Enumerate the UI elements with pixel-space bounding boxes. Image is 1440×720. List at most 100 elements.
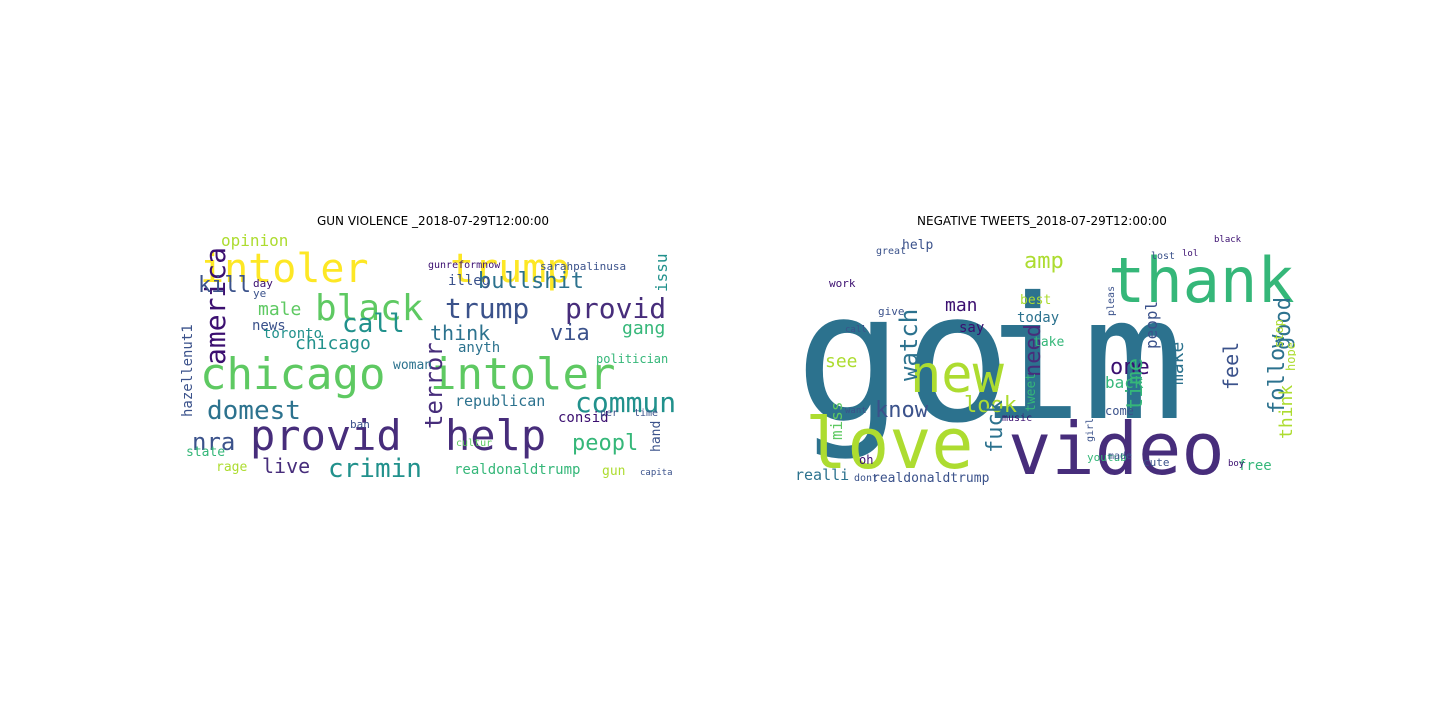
word-black: black [1214,235,1242,245]
word-crimin: crimin [328,454,422,484]
word-chicago: chicago [200,349,385,400]
word-day: day [253,277,273,290]
word-illeg: illeg [448,273,490,289]
word-pleas: pleas [1106,286,1117,316]
word-new: new [910,345,1005,405]
word-cultur: cultur [456,438,492,449]
word-commun: commun [575,386,676,419]
word-news: news [252,318,286,334]
word-male: male [258,299,301,320]
word-ye: ye [253,287,266,300]
word-intoler: intoler [430,349,615,400]
word-stop: stop [1272,319,1286,348]
word-lost: lost [1151,251,1175,262]
word-think: think [430,321,490,345]
word-look: look [964,393,1017,418]
word-peopl: peopl [1142,301,1161,349]
word-woman: woman [393,358,432,373]
word-sarahpalinusa: sarahpalinusa [540,260,626,273]
word-per: per [600,408,618,419]
word-time: time [634,408,658,419]
word-take: take [1033,335,1064,350]
word-boy: boy [1228,459,1245,469]
word-good: good [1271,297,1296,350]
word-girl: girl [1085,418,1096,442]
word-consid: consid [558,410,609,426]
word-back: back [1105,373,1144,392]
word-love: love [805,403,974,485]
word-ban: ban [350,418,370,431]
word-man: man [945,295,978,316]
word-state: state [186,445,225,460]
word-provid: provid [250,411,402,460]
word-know: know [875,398,929,423]
word-anyth: anyth [458,340,500,356]
word-issu: issu [652,253,671,292]
word-go: go [795,254,1012,463]
word-terror: terror [420,342,448,429]
word-lol: lol [1182,249,1198,259]
word-music: music [1002,413,1032,424]
word-intoler: intoler [200,246,369,292]
word-realdonaldtrump: realdonaldtrump [872,471,990,485]
word-think: think [1276,385,1296,439]
word-gun: gun [602,464,625,479]
word-say: say [959,320,984,336]
word-hope: hope [1284,342,1296,371]
word-call: call [342,309,405,339]
word-gang: gang [622,318,665,339]
word-see: see [825,351,858,372]
word-help: help [902,238,933,253]
word-thank: thank [1108,244,1295,317]
word-nra: nra [192,428,235,456]
word-live: live [262,454,310,478]
word-today: today [1017,310,1059,326]
word-make: make [1167,342,1188,385]
word-realli: realli [795,466,849,484]
word-need: need [1021,324,1046,377]
word-help: help [445,411,546,460]
word-cute: cute [1143,456,1170,469]
word-one: one [1110,355,1150,380]
word-black: black [315,288,424,329]
word-im: im [980,261,1185,459]
word-free: free [1238,458,1272,474]
word-give: give [878,305,905,318]
word-domest: domest [207,396,301,426]
word-peopl: peopl [572,431,638,456]
word-feel: feel [1219,342,1243,390]
word-come: come [1105,404,1134,418]
word-call: call [845,325,867,335]
word-time: time [1123,358,1148,411]
word-hazellenut1: hazellenut1 [180,324,196,417]
word-great: great [876,246,906,257]
word-trump: trump [450,246,570,292]
word-rage: rage [216,460,247,475]
word-cloud-negative-tweets: go im love video thank new amp watch know look fuc… [790,232,1296,485]
word-trump: trump [445,292,529,325]
word-tweet: tweet [1024,373,1039,412]
word-watch: watch [895,309,923,381]
panel-title-gun-violence: GUN VIOLENCE _2018-07-29T12:00:00 [316,214,550,228]
word-capita: capita [640,468,673,478]
word-work: work [829,277,856,290]
panel-title-negative-tweets: NEGATIVE TWEETS_2018-07-29T12:00:00 [917,214,1167,228]
word-chicago: chicago [295,333,371,354]
word-oh: oh [859,453,873,467]
word-gunreformnow: gunreformnow [428,260,501,271]
word-hand: hand [649,421,664,452]
word-cloud-gun-violence: chicago intoler intoler trump provid help blac… [180,232,686,485]
word-amp: amp [1024,249,1064,274]
word-miss: miss [827,401,846,440]
word-youtub: youtub [1087,451,1127,464]
word-provid: provid [565,292,666,325]
word-best: best [1020,293,1051,308]
word-opinion: opinion [221,232,288,250]
word-want: want [845,406,867,416]
word-realdonaldtrump: realdonaldtrump [454,462,580,478]
word-fuck: fuck [983,400,1008,453]
word-made: made [1108,451,1132,462]
word-dont: dont [854,473,878,484]
word-bullshit: bullshit [478,269,584,294]
